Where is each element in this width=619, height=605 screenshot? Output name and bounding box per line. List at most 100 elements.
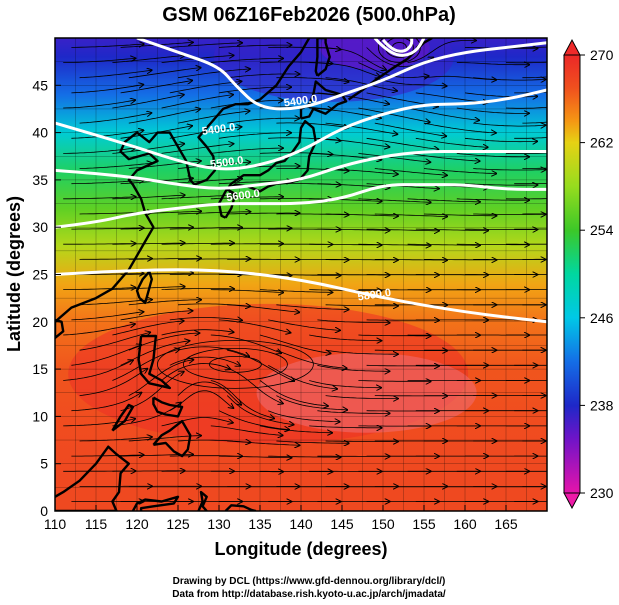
coastline-kuril-kamchatka: [347, 38, 433, 101]
streamline: [317, 364, 389, 371]
streamline: [161, 330, 234, 336]
streamline: [169, 318, 242, 321]
contour-5500.0: [55, 150, 547, 190]
contour-label: 5500.0: [209, 154, 244, 171]
streamline: [456, 199, 529, 200]
streamline: [128, 258, 201, 259]
streamline: [407, 244, 480, 245]
streamline: [276, 168, 348, 170]
streamline: [317, 229, 389, 230]
streamline: [169, 274, 242, 275]
streamline: [514, 46, 547, 48]
streamline: [415, 92, 488, 103]
streamline: [79, 259, 152, 260]
streamline: [317, 92, 389, 104]
coastline-palawan: [111, 403, 135, 432]
streamline: [177, 69, 250, 79]
streamline: [169, 127, 242, 139]
streamline: [505, 198, 547, 200]
streamline: [276, 304, 348, 310]
coastline-asia-mainland: [55, 38, 311, 323]
streamline: [325, 395, 398, 399]
y-axis-ticks: 0 5 10 15 20 25 30 35 40 45: [32, 77, 61, 519]
streamline: [169, 390, 234, 412]
streamline: [374, 214, 447, 217]
streamline: [366, 365, 439, 366]
streamline: [227, 74, 299, 79]
streamline: [79, 369, 148, 396]
streamline: [473, 214, 545, 215]
x-tick-label: 120: [125, 516, 149, 532]
streamline: [120, 311, 193, 321]
streamline: [71, 180, 143, 185]
streamline: [218, 364, 283, 403]
contour-label: 5600.0: [226, 188, 261, 205]
streamline: [374, 77, 447, 86]
coastline-hainan: [55, 318, 65, 340]
streamline: [169, 81, 242, 94]
y-tick-label: 40: [32, 125, 48, 141]
streamline: [63, 148, 135, 154]
credit-data: Data from http://database.rish.kyoto-u.a…: [172, 589, 446, 600]
streamline: [325, 214, 398, 216]
streamline: [317, 319, 389, 323]
streamline: [522, 167, 547, 169]
contour-label: 5400.0: [283, 93, 318, 110]
streamline: [309, 107, 381, 118]
streamline: [464, 92, 537, 97]
streamline: [112, 195, 184, 200]
streamline: [227, 213, 299, 214]
streamline: [79, 300, 152, 306]
streamline: [366, 229, 439, 231]
anticyclone-circulation: [182, 347, 288, 381]
streamline: [317, 137, 389, 147]
streamline: [112, 287, 184, 290]
streamline: [423, 122, 496, 133]
y-tick-label: 0: [40, 503, 48, 519]
streamline: [112, 321, 183, 336]
colorbar: 230 238 246 254 262 270: [563, 38, 614, 510]
x-tick-label: 155: [412, 516, 436, 532]
streamline: [268, 456, 340, 457]
streamline: [218, 228, 291, 229]
streamline: [259, 334, 331, 353]
streamline: [366, 137, 439, 149]
colorbar-tick-label: 254: [590, 222, 614, 238]
streamline: [128, 360, 194, 396]
y-tick-label: 15: [32, 361, 48, 377]
streamline: [120, 81, 193, 94]
streamline: [63, 419, 135, 427]
streamline: [79, 113, 152, 124]
streamline: [112, 471, 184, 472]
streamline: [210, 244, 283, 245]
streamline: [210, 100, 283, 109]
x-tick-label: 135: [248, 516, 272, 532]
streamline: [456, 63, 529, 65]
streamline: [161, 195, 234, 200]
y-tick-label: 5: [40, 456, 48, 472]
streamline: [227, 118, 299, 124]
streamline: [259, 380, 328, 407]
x-tick-label: 150: [371, 516, 395, 532]
streamline: [71, 455, 143, 456]
streamline: [128, 333, 200, 351]
streamline: [522, 121, 547, 124]
streamline: [128, 109, 200, 124]
streamline: [210, 197, 283, 199]
streamline: [210, 425, 283, 436]
streamline: [514, 182, 547, 185]
streamline: [210, 58, 283, 63]
streamline: [210, 148, 283, 154]
streamline: [473, 169, 545, 171]
x-tick-label: 125: [166, 516, 190, 532]
streamline: [407, 107, 480, 120]
coastline-luzon: [137, 334, 171, 390]
y-tick-label: 20: [32, 314, 48, 330]
streamline: [358, 153, 430, 162]
contour-labels: 5400.0 5400.0 5500.0 5600.0 5800.0: [201, 93, 392, 303]
height-contours: [55, 38, 547, 324]
streamline: [161, 144, 234, 154]
streamline: [522, 76, 547, 79]
colorbar-tick-label: 238: [590, 397, 614, 413]
streamline: [128, 436, 201, 442]
